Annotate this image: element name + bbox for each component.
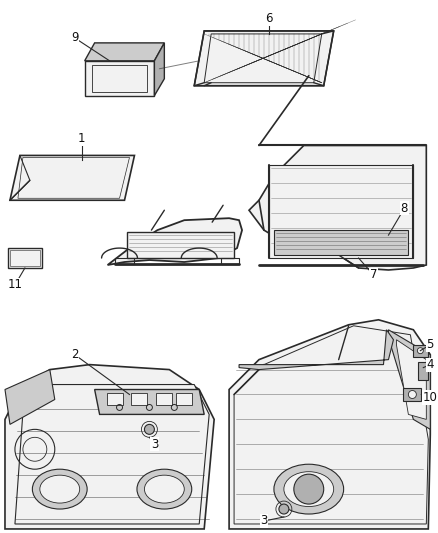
Text: 9: 9 bbox=[71, 31, 78, 44]
Text: 3: 3 bbox=[151, 438, 158, 451]
Ellipse shape bbox=[40, 475, 80, 503]
Polygon shape bbox=[127, 232, 234, 258]
Circle shape bbox=[294, 474, 324, 504]
Polygon shape bbox=[234, 326, 428, 524]
Bar bbox=[156, 393, 172, 406]
Circle shape bbox=[145, 424, 154, 434]
Polygon shape bbox=[269, 165, 413, 258]
Polygon shape bbox=[108, 218, 242, 265]
Text: 4: 4 bbox=[427, 358, 434, 371]
Text: 3: 3 bbox=[260, 514, 268, 528]
Bar bbox=[177, 393, 192, 406]
Polygon shape bbox=[15, 384, 209, 524]
Ellipse shape bbox=[32, 469, 87, 509]
Polygon shape bbox=[85, 61, 154, 96]
Bar bbox=[106, 393, 123, 406]
Ellipse shape bbox=[145, 475, 184, 503]
Text: 5: 5 bbox=[427, 338, 434, 351]
Bar bbox=[403, 387, 421, 401]
Text: 10: 10 bbox=[423, 391, 438, 404]
Bar bbox=[418, 361, 428, 379]
Ellipse shape bbox=[274, 464, 344, 514]
Polygon shape bbox=[389, 330, 430, 430]
Polygon shape bbox=[85, 43, 164, 61]
Ellipse shape bbox=[137, 469, 192, 509]
Polygon shape bbox=[154, 43, 164, 96]
Polygon shape bbox=[5, 365, 214, 529]
Ellipse shape bbox=[284, 472, 334, 506]
Text: 2: 2 bbox=[71, 348, 78, 361]
Polygon shape bbox=[396, 340, 426, 419]
Bar bbox=[413, 345, 428, 357]
Text: 11: 11 bbox=[7, 278, 22, 292]
Text: 8: 8 bbox=[401, 201, 408, 215]
Polygon shape bbox=[249, 146, 426, 270]
Bar bbox=[131, 393, 148, 406]
Polygon shape bbox=[274, 230, 408, 255]
Polygon shape bbox=[5, 369, 55, 424]
Polygon shape bbox=[8, 248, 42, 268]
Text: 1: 1 bbox=[78, 132, 85, 145]
Text: 7: 7 bbox=[370, 269, 377, 281]
Circle shape bbox=[279, 504, 289, 514]
Circle shape bbox=[408, 391, 417, 399]
Polygon shape bbox=[229, 320, 430, 529]
Circle shape bbox=[417, 348, 424, 354]
Polygon shape bbox=[10, 156, 134, 200]
Polygon shape bbox=[95, 390, 204, 415]
Polygon shape bbox=[239, 330, 393, 369]
Text: 6: 6 bbox=[265, 12, 273, 26]
Polygon shape bbox=[194, 31, 334, 86]
